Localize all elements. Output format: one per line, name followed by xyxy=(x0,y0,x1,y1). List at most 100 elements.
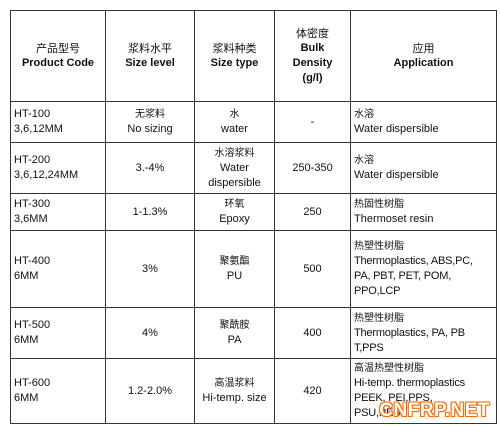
product-code: HT-100 xyxy=(14,108,51,120)
application-zh: 热塑性树脂 xyxy=(354,312,404,324)
product-code-cell: HT-600 6MM xyxy=(10,358,106,424)
product-lengths: 3,6MM xyxy=(14,213,48,225)
application-en-line: PA, PBT, PET, POM, xyxy=(354,270,452,282)
watermark-logo: CNFRP.NET xyxy=(379,400,490,421)
size-level-cell: 3% xyxy=(105,230,195,308)
size-type-zh: 水溶浆料 xyxy=(214,147,255,159)
application-en-line: T,PPS xyxy=(354,341,384,354)
size-type-zh: 水 xyxy=(229,109,240,120)
header-product-code-en: Product Code xyxy=(21,57,95,69)
density-cell: 420 xyxy=(274,358,351,424)
spec-table: 产品型号 Product Code 浆料水平 Size level 浆料种类 S… xyxy=(10,10,497,424)
header-size-level-zh: 浆料水平 xyxy=(128,42,172,55)
header-bulk-density: 体密度 Bulk Density (g/l) xyxy=(274,10,351,102)
application-zh: 热固性树脂 xyxy=(354,199,404,210)
application-en-line: PSU,PES xyxy=(354,407,401,419)
application-en-line: Hi-temp. thermoplastics xyxy=(354,377,465,389)
size-type-cell: 聚酰胺 PA xyxy=(194,307,275,359)
size-type-cell: 聚氨酯 PU xyxy=(194,230,275,308)
size-level-cell: 1-1.3% xyxy=(105,193,195,231)
application-zh: 水溶 xyxy=(354,155,374,166)
size-level-en: 4% xyxy=(142,326,158,339)
size-type-cell: 水 water xyxy=(194,101,275,143)
size-type-zh: 高温浆料 xyxy=(214,378,255,389)
size-level-cell: 1.2-2.0% xyxy=(105,358,195,424)
size-level-en: 1-1.3% xyxy=(132,205,168,218)
application-cell: 水溶 Water dispersible xyxy=(350,101,497,143)
header-product-code-zh: 产品型号 xyxy=(36,42,80,55)
density-cell: 250-350 xyxy=(274,142,351,194)
application-cell: 热塑性树脂 Thermoplastics, ABS,PC, PA, PBT, P… xyxy=(350,230,497,308)
application-en-line: Water dispersible xyxy=(354,169,439,181)
density-cell: - xyxy=(274,101,351,143)
product-code-cell: HT-100 3,6,12MM xyxy=(10,101,106,143)
density-cell: 400 xyxy=(274,307,351,359)
header-size-level-en: Size level xyxy=(125,57,175,69)
density-value: 250-350 xyxy=(292,161,333,174)
header-size-level: 浆料水平 Size level xyxy=(105,10,195,102)
header-application-zh: 应用 xyxy=(412,42,435,55)
size-type-en: Water dispersible xyxy=(208,161,261,189)
product-lengths: 3,6,12MM xyxy=(14,123,63,135)
product-lengths: 6MM xyxy=(14,270,39,282)
size-level-en: 1.2-2.0% xyxy=(127,384,173,397)
application-en-line: Thermoplastics, PA, PB xyxy=(354,326,465,339)
size-type-cell: 高温浆料 Hi-temp. size xyxy=(194,358,275,424)
header-bulk-density-en3: (g/l) xyxy=(302,72,323,84)
table-row: HT-100 3,6,12MM 无浆料 No sizing 水 water - … xyxy=(10,101,497,143)
size-level-cell: 无浆料 No sizing xyxy=(105,101,195,143)
density-value: 500 xyxy=(303,262,322,275)
application-en-line: PPO,LCP xyxy=(354,285,401,297)
application-cell: 水溶 Water dispersible xyxy=(350,142,497,194)
density-value: 400 xyxy=(303,326,322,339)
application-zh: 热塑性树脂 xyxy=(354,241,404,252)
product-lengths: 6MM xyxy=(14,392,39,404)
size-type-en: Hi-temp. size xyxy=(202,392,267,404)
product-code-cell: HT-400 6MM xyxy=(10,230,106,308)
application-cell: 高温热塑性树脂 Hi-temp. thermoplastics PEEK, PE… xyxy=(350,358,497,424)
header-bulk-density-en2: Density xyxy=(292,57,333,69)
header-bulk-density-en1: Bulk xyxy=(300,42,325,54)
product-code: HT-400 xyxy=(14,255,51,267)
product-code: HT-300 xyxy=(14,198,51,210)
size-level-en: 3% xyxy=(142,262,158,275)
application-zh: 水溶 xyxy=(354,109,374,120)
header-application-en: Application xyxy=(393,57,454,69)
application-en-line: Thermoset resin xyxy=(354,213,434,225)
table-row: HT-500 6MM 4% 聚酰胺 PA 400 热塑性树脂 Thermopla… xyxy=(10,307,497,359)
table-row: HT-600 6MM 1.2-2.0% 高温浆料 Hi-temp. size 4… xyxy=(10,358,497,424)
product-code-cell: HT-300 3,6MM xyxy=(10,193,106,231)
header-product-code: 产品型号 Product Code xyxy=(10,10,106,102)
table-row: HT-200 3,6,12,24MM 3.-4% 水溶浆料 Water disp… xyxy=(10,142,497,194)
header-size-type-en: Size type xyxy=(210,57,259,69)
size-level-cell: 3.-4% xyxy=(105,142,195,194)
size-level-cell: 4% xyxy=(105,307,195,359)
size-type-en: Epoxy xyxy=(219,213,250,225)
size-level-zh: 无浆料 xyxy=(135,109,165,120)
size-type-en: PA xyxy=(227,334,242,346)
size-type-zh: 聚酰胺 xyxy=(219,320,250,331)
size-level-en: No sizing xyxy=(127,123,173,135)
product-code: HT-200 xyxy=(14,154,51,166)
density-value: 250 xyxy=(303,205,322,218)
density-value: - xyxy=(310,115,315,128)
size-type-en: water xyxy=(221,123,248,135)
header-size-type-zh: 浆料种类 xyxy=(212,42,257,55)
application-en-line: Water dispersible xyxy=(354,123,439,135)
application-en-line: Thermoplastics, ABS,PC, xyxy=(354,255,473,267)
product-lengths: 3,6,12,24MM xyxy=(14,169,79,181)
density-cell: 250 xyxy=(274,193,351,231)
table-row: HT-300 3,6MM 1-1.3% 环氧 Epoxy 250 热固性树脂 T… xyxy=(10,193,497,231)
density-value: 420 xyxy=(303,384,322,397)
header-row: 产品型号 Product Code 浆料水平 Size level 浆料种类 S… xyxy=(10,10,497,102)
table-row: HT-400 6MM 3% 聚氨酯 PU 500 热塑性树脂 Thermopla… xyxy=(10,230,497,308)
product-code: HT-500 xyxy=(14,319,51,331)
header-size-type: 浆料种类 Size type xyxy=(194,10,275,102)
product-code: HT-600 xyxy=(14,377,51,389)
product-code-cell: HT-500 6MM xyxy=(10,307,106,359)
application-cell: 热塑性树脂 Thermoplastics, PA, PB T,PPS xyxy=(350,307,497,359)
product-lengths: 6MM xyxy=(14,334,39,346)
product-code-cell: HT-200 3,6,12,24MM xyxy=(10,142,106,194)
size-type-cell: 水溶浆料 Water dispersible xyxy=(194,142,275,194)
application-cell: 热固性树脂 Thermoset resin xyxy=(350,193,497,231)
